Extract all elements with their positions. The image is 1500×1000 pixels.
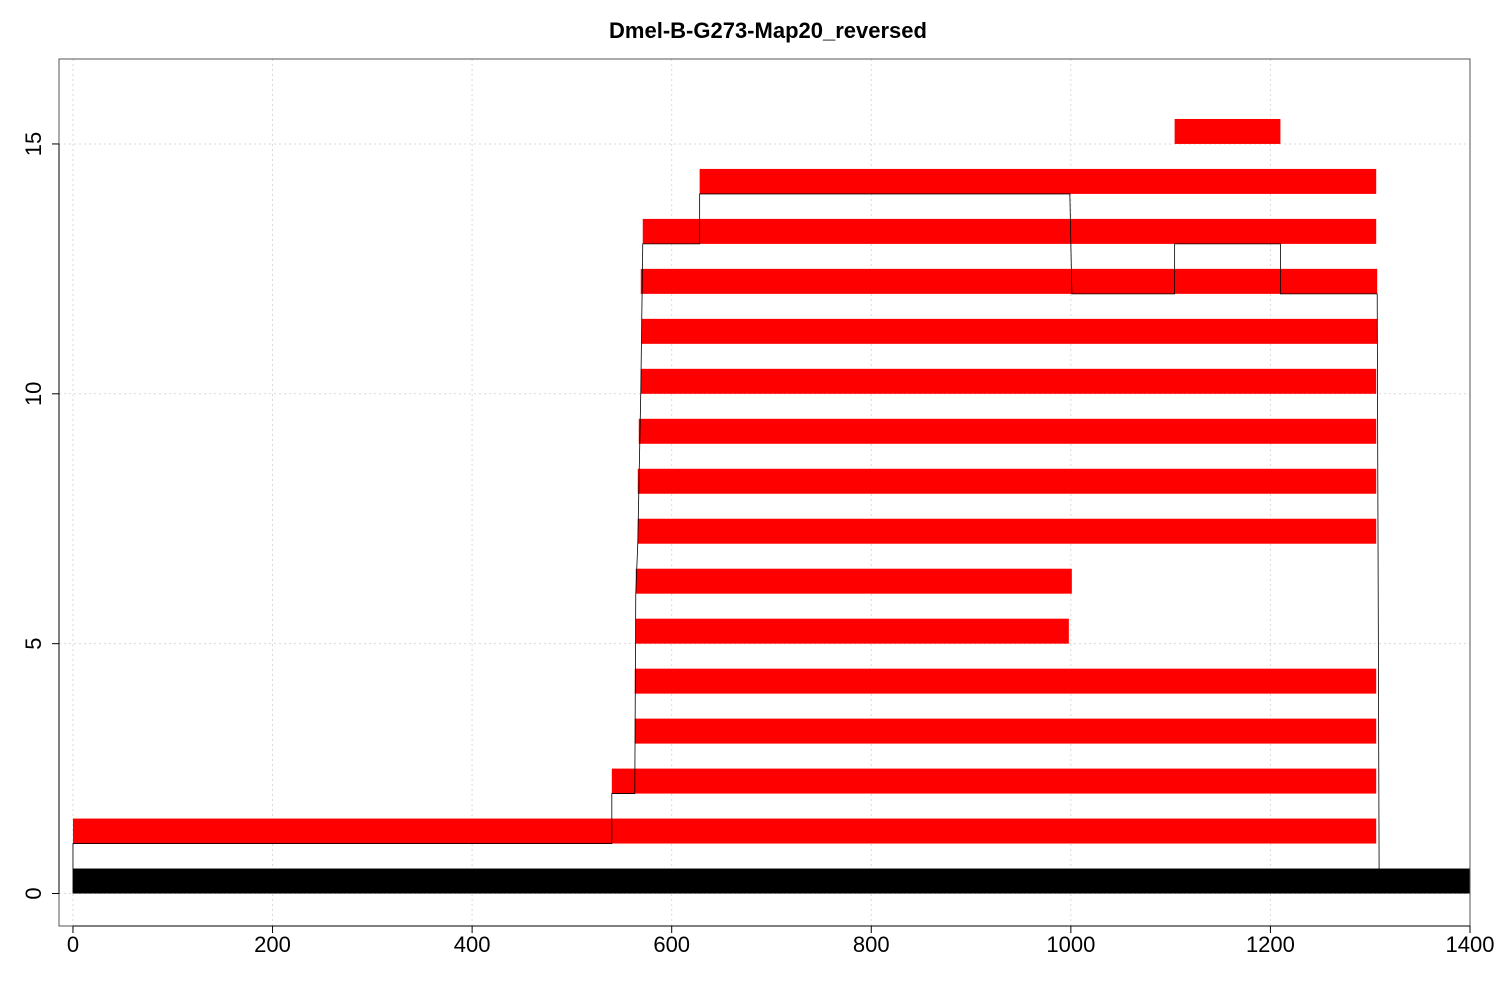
segment-bar-1 (72, 818, 1377, 844)
x-tick-label: 600 (653, 932, 690, 957)
segment-bar-14 (699, 168, 1377, 194)
reference-bar (72, 868, 1470, 894)
segment-bar-7 (637, 518, 1377, 544)
y-tick-label: 10 (21, 382, 46, 406)
x-tick-label: 800 (853, 932, 890, 957)
segment-bar-13 (642, 218, 1377, 244)
segment-bar-10 (640, 368, 1377, 394)
y-tick-label: 15 (21, 132, 46, 156)
segment-bar-5 (635, 618, 1069, 644)
segment-bar-6 (635, 568, 1072, 594)
y-tick-label: 5 (21, 638, 46, 650)
chart-title: Dmel-B-G273-Map20_reversed (609, 18, 927, 43)
segment-bar-12 (640, 268, 1378, 294)
x-tick-label: 400 (454, 932, 491, 957)
x-tick-label: 200 (254, 932, 291, 957)
x-tick-label: 1200 (1246, 932, 1295, 957)
bar-layer (72, 118, 1470, 894)
segment-bar-9 (638, 418, 1377, 444)
y-axis: 0 5 10 15 (21, 132, 60, 900)
segment-bar-15 (1174, 118, 1281, 144)
x-tick-label: 0 (67, 932, 79, 957)
x-axis: 0 200 400 600 800 1000 1200 1400 (67, 925, 1495, 957)
y-tick-label: 0 (21, 887, 46, 899)
segment-bar-8 (637, 468, 1377, 494)
x-tick-label: 1400 (1446, 932, 1495, 957)
path-layer (72, 193, 1380, 894)
segment-bar-11 (641, 318, 1378, 344)
x-tick-label: 1000 (1046, 932, 1095, 957)
segment-bar-3 (634, 718, 1377, 744)
segment-bar-2 (611, 768, 1377, 794)
alignment-path-line (72, 193, 1380, 894)
segment-bar-4 (634, 668, 1377, 694)
